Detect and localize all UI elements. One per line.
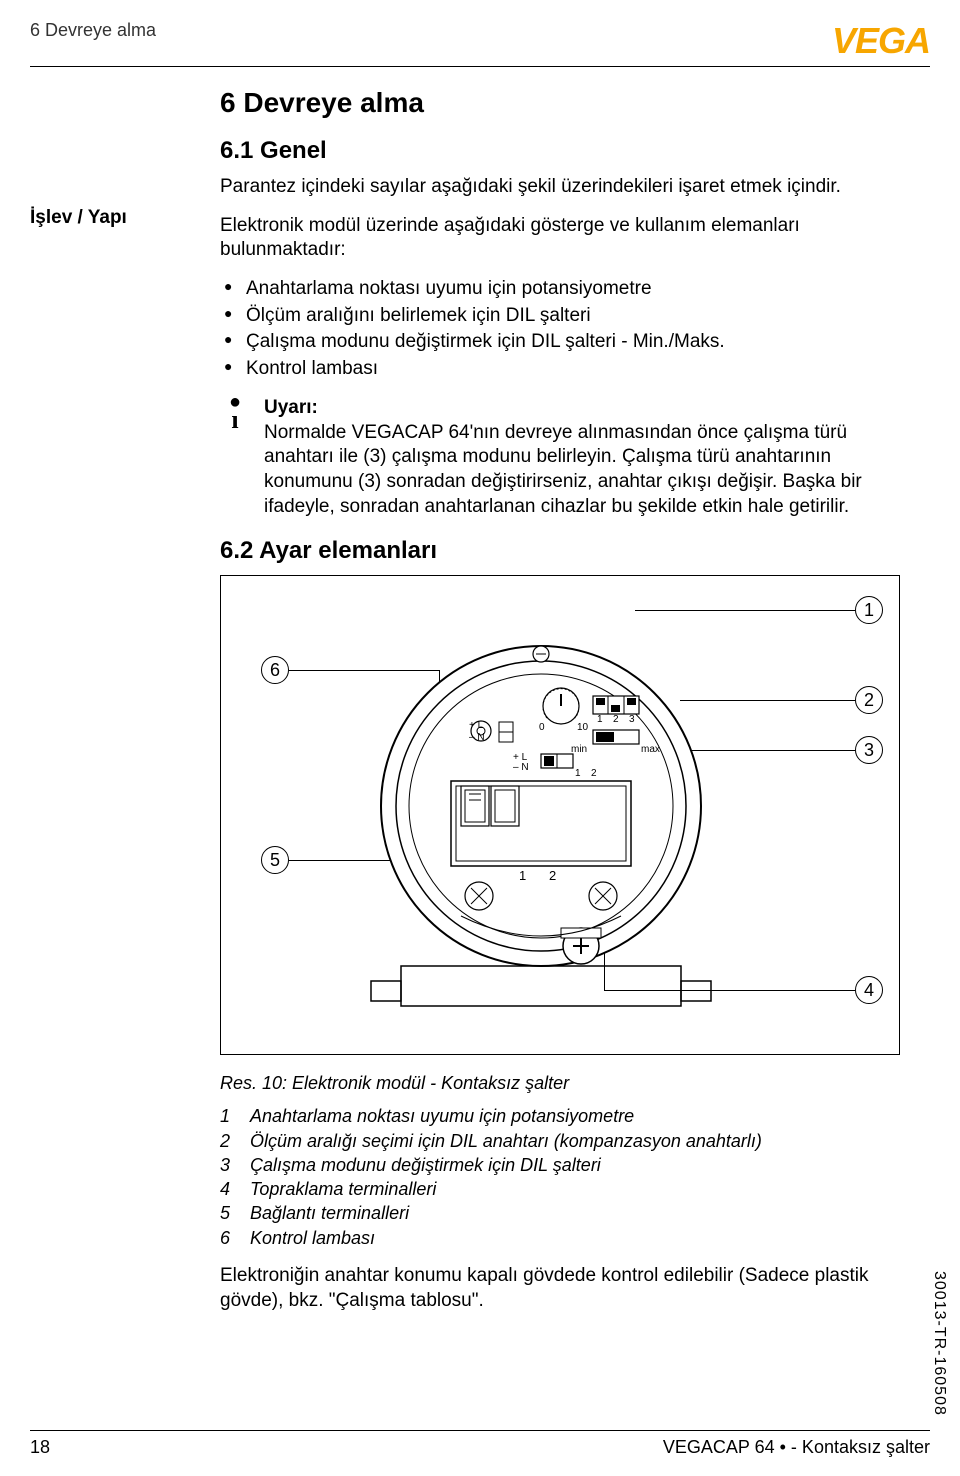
heading-1: 6 Devreye alma <box>220 87 900 119</box>
pot-label-10: 10 <box>577 722 588 733</box>
min-label: min <box>571 744 587 755</box>
main-column: 6 Devreye alma 6.1 Genel Parantez içinde… <box>220 87 900 1313</box>
pot-label-0: 0 <box>539 722 545 733</box>
bullet-item: Çalışma modunu değiştirmek için DIL şalt… <box>220 330 900 355</box>
legend-text: Anahtarlama noktası uyumu için potansiyo… <box>250 1104 634 1128</box>
term-2: 2 <box>549 868 556 883</box>
legend-row: 2Ölçüm aralığı seçimi için DIL anahtarı … <box>220 1129 900 1153</box>
leader-line <box>635 610 855 611</box>
figure-diagram: 1 2 3 4 6 5 <box>220 575 900 1055</box>
heading-6-2: 6.2 Ayar elemanları <box>220 537 900 565</box>
legend-num: 3 <box>220 1153 250 1177</box>
content: İşlev / Yapı 6 Devreye alma 6.1 Genel Pa… <box>0 67 960 1313</box>
legend-row: 3Çalışma modunu değiştirmek için DIL şal… <box>220 1153 900 1177</box>
callout-3: 3 <box>855 736 883 764</box>
legend-num: 1 <box>220 1104 250 1128</box>
callout-1: 1 <box>855 596 883 624</box>
paragraph-2: Elektronik modül üzerinde aşağıdaki göst… <box>220 214 900 263</box>
closing-paragraph: Elektroniğin anahtar konumu kapalı gövde… <box>220 1264 900 1313</box>
minusN-label: – N <box>469 732 485 743</box>
section-label: 6 Devreye alma <box>30 20 156 41</box>
term-1: 1 <box>519 868 526 883</box>
max-label: max <box>641 744 660 755</box>
legend-text: Bağlantı terminalleri <box>250 1201 409 1225</box>
document-code: 30013-TR-160508 <box>930 1271 948 1416</box>
legend-num: 2 <box>220 1129 250 1153</box>
row2-1: 1 <box>575 768 581 779</box>
callout-6: 6 <box>261 656 289 684</box>
intro-paragraph: Parantez içindeki sayılar aşağıdaki şeki… <box>220 175 900 200</box>
row2-minusN: – N <box>513 762 529 773</box>
info-note: ●ı Uyarı: Normalde VEGACAP 64'nın devrey… <box>220 396 900 519</box>
dil-label-3: 3 <box>629 714 635 725</box>
info-title: Uyarı: <box>264 397 318 418</box>
figure-legend: 1Anahtarlama noktası uyumu için potansiy… <box>220 1104 900 1250</box>
dil-label-2: 2 <box>613 714 619 725</box>
footer-rule <box>30 1430 930 1431</box>
info-text: Uyarı: Normalde VEGACAP 64'nın devreye a… <box>264 396 900 519</box>
figure-caption: Res. 10: Elektronik modül - Kontaksız şa… <box>220 1073 900 1094</box>
legend-text: Çalışma modunu değiştirmek için DIL şalt… <box>250 1153 601 1177</box>
vega-logo: VEGA <box>832 20 930 62</box>
plusL-label: + L <box>469 720 483 731</box>
page-footer: 18 VEGACAP 64 • - Kontaksız şalter <box>30 1430 930 1458</box>
dil-label-1: 1 <box>597 714 603 725</box>
legend-row: 6Kontrol lambası <box>220 1226 900 1250</box>
legend-row: 1Anahtarlama noktası uyumu için potansiy… <box>220 1104 900 1128</box>
device-drawing: 0 10 1 2 3 min max + L – N + L – N 1 2 1… <box>361 636 721 1016</box>
legend-row: 5Bağlantı terminalleri <box>220 1201 900 1225</box>
legend-text: Ölçüm aralığı seçimi için DIL anahtarı (… <box>250 1129 762 1153</box>
bullet-item: Anahtarlama noktası uyumu için potansiyo… <box>220 277 900 302</box>
heading-6-1: 6.1 Genel <box>220 137 900 165</box>
legend-num: 4 <box>220 1177 250 1201</box>
page-header: 6 Devreye alma VEGA <box>0 0 960 66</box>
info-body: Normalde VEGACAP 64'nın devreye alınması… <box>264 422 862 517</box>
callout-5: 5 <box>261 846 289 874</box>
legend-row: 4Topraklama terminalleri <box>220 1177 900 1201</box>
info-icon: ●ı <box>220 396 250 519</box>
callout-2: 2 <box>855 686 883 714</box>
bullet-item: Ölçüm aralığını belirlemek için DIL şalt… <box>220 304 900 329</box>
page-number: 18 <box>30 1437 50 1458</box>
legend-num: 5 <box>220 1201 250 1225</box>
bullet-list: Anahtarlama noktası uyumu için potansiyo… <box>220 277 900 382</box>
legend-text: Topraklama terminalleri <box>250 1177 436 1201</box>
side-label: İşlev / Yapı <box>30 207 190 229</box>
legend-num: 6 <box>220 1226 250 1250</box>
row2-2: 2 <box>591 768 597 779</box>
product-name: VEGACAP 64 • - Kontaksız şalter <box>663 1437 930 1458</box>
legend-text: Kontrol lambası <box>250 1226 375 1250</box>
bullet-item: Kontrol lambası <box>220 357 900 382</box>
callout-4: 4 <box>855 976 883 1004</box>
